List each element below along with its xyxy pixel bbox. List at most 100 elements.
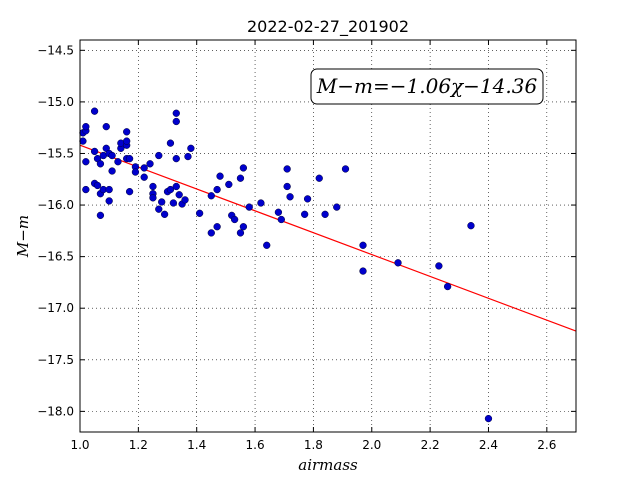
fit-equation-frame bbox=[310, 68, 544, 105]
data-point bbox=[277, 215, 285, 224]
data-point bbox=[195, 209, 204, 217]
data-point bbox=[96, 211, 105, 220]
data-point bbox=[82, 123, 90, 131]
data-point bbox=[93, 181, 102, 190]
data-point bbox=[125, 187, 134, 196]
data-point bbox=[108, 151, 116, 160]
y-tick-label: −16.0 bbox=[37, 198, 74, 212]
data-point bbox=[239, 164, 248, 172]
data-point bbox=[263, 241, 271, 249]
data-point bbox=[341, 165, 350, 173]
data-point bbox=[467, 222, 475, 230]
data-point bbox=[236, 174, 245, 182]
data-point bbox=[236, 229, 245, 237]
data-point bbox=[187, 144, 195, 152]
fit-line bbox=[79, 144, 577, 332]
data-point bbox=[230, 215, 239, 224]
y-axis-label: M−m bbox=[14, 215, 32, 258]
data-point bbox=[169, 199, 178, 207]
data-point bbox=[257, 199, 265, 207]
data-points bbox=[79, 107, 493, 423]
data-point bbox=[181, 196, 189, 204]
data-point bbox=[239, 223, 248, 231]
data-point bbox=[102, 123, 110, 131]
data-point bbox=[207, 192, 215, 200]
data-point bbox=[172, 109, 180, 117]
data-point bbox=[301, 210, 309, 218]
data-point bbox=[96, 160, 105, 168]
plot-area bbox=[80, 40, 576, 432]
data-point bbox=[283, 165, 291, 173]
data-point bbox=[166, 185, 175, 194]
x-tick-label: 1.6 bbox=[246, 438, 265, 452]
data-point bbox=[225, 180, 233, 189]
data-point bbox=[172, 154, 180, 163]
y-tick-label: −14.5 bbox=[37, 43, 74, 57]
y-tick-label: −16.5 bbox=[37, 250, 74, 264]
y-tick-label: −15.5 bbox=[37, 146, 74, 160]
data-point bbox=[274, 208, 283, 216]
y-tick-label: −15.0 bbox=[37, 95, 74, 109]
data-point bbox=[105, 197, 113, 205]
x-axis-label: airmass bbox=[298, 456, 358, 474]
x-tick-label: 1.0 bbox=[70, 438, 89, 452]
data-point bbox=[158, 198, 166, 206]
x-tick-label: 1.2 bbox=[129, 438, 148, 452]
y-tick-label: −17.0 bbox=[37, 301, 74, 315]
fit-equation-box: M−m=−1.06χ−14.36 bbox=[310, 68, 544, 105]
data-point bbox=[484, 414, 493, 423]
data-point bbox=[283, 182, 291, 191]
data-point bbox=[303, 195, 312, 203]
data-point bbox=[216, 172, 224, 180]
y-tick-labels: −14.5 −15.0 −15.5 −16.0 −16.5 −17.0 −17.5 −18.0 bbox=[37, 43, 74, 418]
data-point bbox=[155, 151, 163, 160]
data-point bbox=[166, 139, 175, 147]
data-point bbox=[108, 167, 116, 175]
data-point bbox=[172, 117, 180, 126]
data-point bbox=[245, 203, 253, 211]
data-point bbox=[315, 174, 323, 182]
x-tick-label: 2.0 bbox=[362, 438, 381, 452]
data-point bbox=[123, 128, 131, 136]
x-tick-label: 2.6 bbox=[537, 438, 556, 452]
data-point bbox=[90, 107, 99, 115]
data-point bbox=[333, 203, 341, 211]
axis-ticks bbox=[79, 40, 576, 432]
x-tick-label: 2.2 bbox=[421, 438, 440, 452]
fit-equation: M−m=−1.06χ−14.36 bbox=[316, 74, 538, 98]
data-point bbox=[207, 229, 215, 237]
x-tick-label: 1.4 bbox=[187, 438, 206, 452]
data-point bbox=[321, 210, 329, 218]
data-point bbox=[435, 262, 443, 270]
chart-title: 2022-02-27_201902 bbox=[247, 17, 409, 37]
plot-frame bbox=[79, 39, 577, 433]
data-point bbox=[172, 182, 180, 191]
data-point bbox=[213, 185, 221, 194]
data-point bbox=[175, 191, 183, 199]
data-point bbox=[155, 205, 163, 213]
data-point bbox=[286, 193, 294, 201]
y-tick-label: −17.5 bbox=[37, 353, 74, 367]
data-point bbox=[184, 152, 192, 161]
data-point bbox=[82, 185, 90, 194]
x-tick-label: 2.4 bbox=[479, 438, 498, 452]
data-point bbox=[105, 185, 113, 194]
data-point bbox=[123, 137, 131, 145]
data-point bbox=[149, 182, 157, 191]
x-tick-labels: 1.0 1.2 1.4 1.6 1.8 2.0 2.2 2.4 2.6 bbox=[70, 438, 556, 452]
fit-line-group bbox=[79, 144, 577, 332]
data-point bbox=[160, 210, 169, 218]
data-point bbox=[213, 223, 221, 231]
data-point bbox=[82, 158, 90, 166]
data-point bbox=[114, 158, 122, 166]
data-point bbox=[140, 164, 148, 172]
data-point bbox=[125, 154, 134, 163]
x-tick-label: 1.8 bbox=[304, 438, 323, 452]
data-point bbox=[140, 173, 148, 181]
data-point bbox=[359, 241, 367, 249]
data-point bbox=[131, 168, 140, 176]
data-point bbox=[359, 267, 367, 275]
data-point bbox=[90, 147, 99, 156]
data-point bbox=[149, 194, 157, 202]
